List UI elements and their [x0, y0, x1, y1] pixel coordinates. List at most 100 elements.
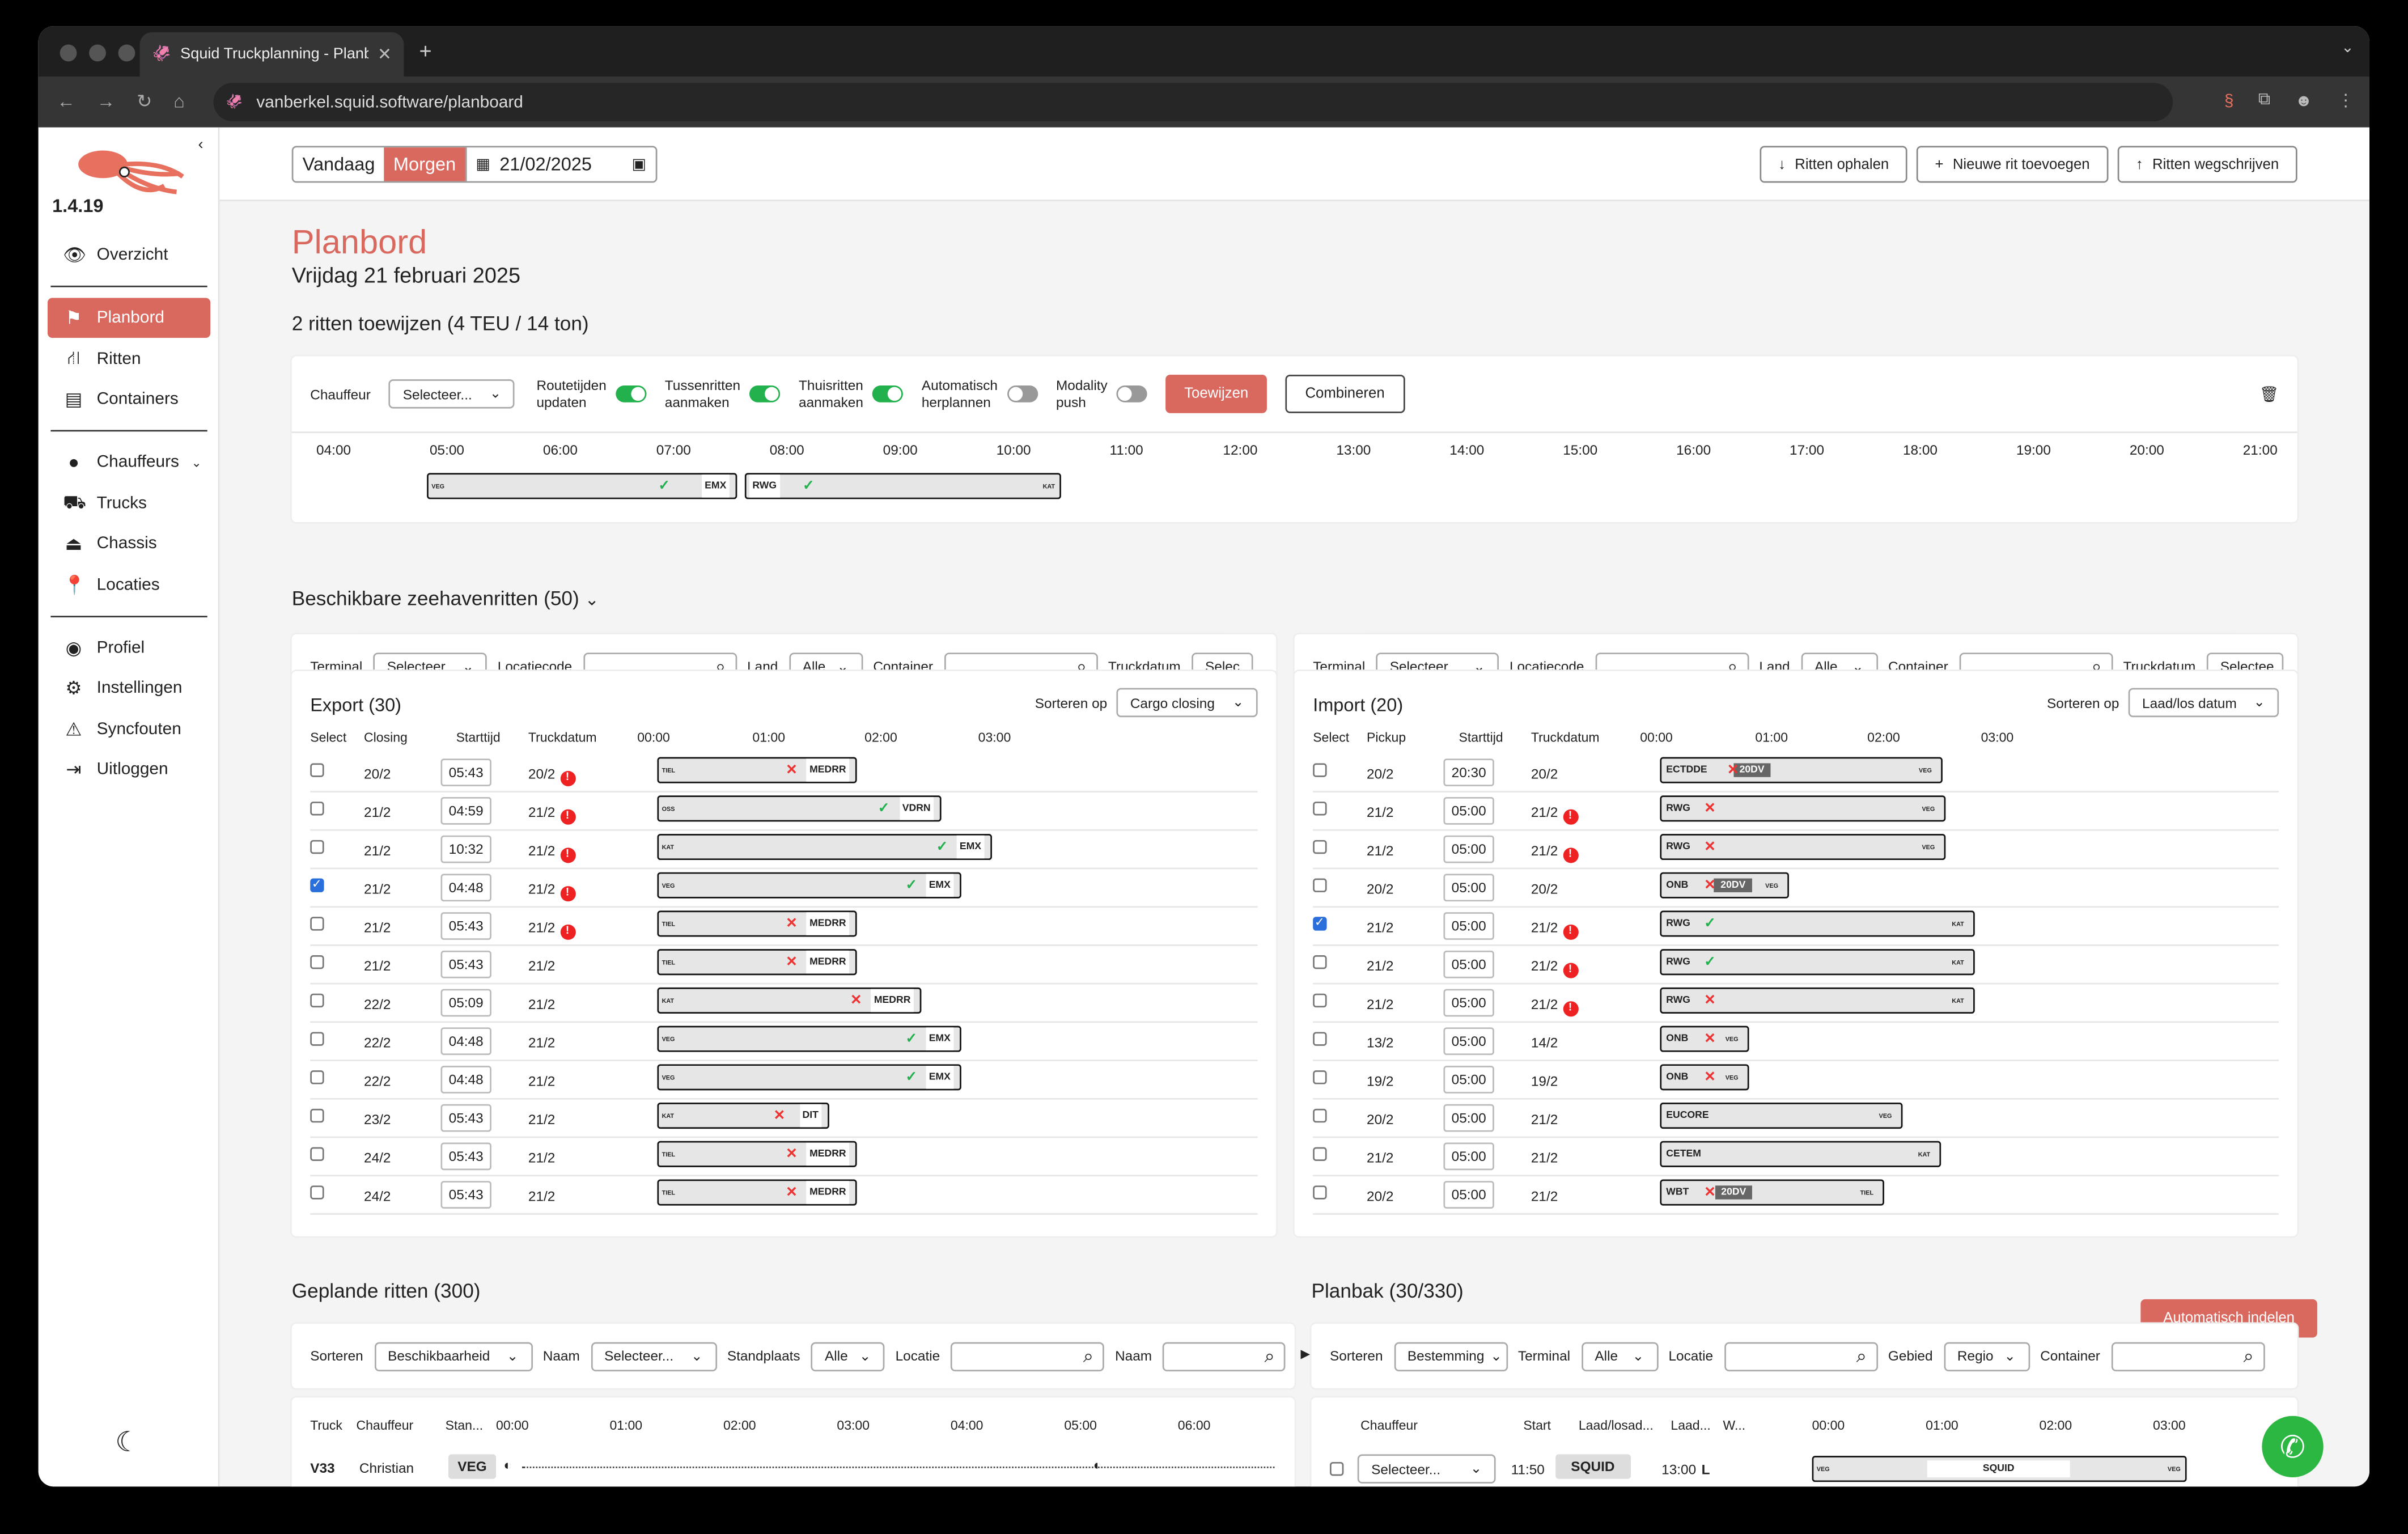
ride-bar[interactable]: OSS ✓ VDRN	[657, 795, 942, 822]
tomorrow-button[interactable]: Morgen	[384, 147, 465, 181]
ride-bar[interactable]: RWG ✕ KAT	[1660, 987, 1975, 1014]
planned-sort-select[interactable]: Beschikbaarheid ⌄	[374, 1341, 532, 1371]
timeline-ride-bar[interactable]: VEG ✓ EMX	[427, 473, 737, 499]
row-checkbox[interactable]	[310, 877, 324, 892]
sidebar-item-profiel[interactable]: ◉ Profiel	[48, 628, 210, 667]
start-time[interactable]: 05:00	[1443, 835, 1494, 863]
row-checkbox[interactable]	[1313, 1185, 1327, 1200]
planned-row[interactable]: V33 Christian VEG ◐ ◐	[310, 1453, 1275, 1484]
assign-button[interactable]: Toewijzen	[1165, 374, 1267, 413]
ride-bar[interactable]: ONB ✕ VEG	[1660, 1026, 1749, 1052]
start-time[interactable]: 05:00	[1443, 796, 1494, 825]
tab-close-icon[interactable]: ✕	[377, 46, 392, 65]
list-item[interactable]: 21/2 05:43 21/2 TIEL ✕ MEDRR	[310, 946, 1258, 985]
combine-button[interactable]: Combineren	[1285, 374, 1405, 413]
start-time[interactable]: 04:59	[440, 796, 491, 825]
row-checkbox[interactable]	[310, 763, 324, 777]
list-item[interactable]: 20/2 05:43 20/2! TIEL ✕ MEDRR	[310, 754, 1258, 793]
list-item[interactable]: 21/2 05:00 21/2! RWG ✓ KAT	[1313, 908, 2279, 946]
today-button[interactable]: Vandaag	[302, 153, 375, 175]
collapse-arrow-icon[interactable]: ▶	[1300, 1346, 1311, 1361]
list-item[interactable]: 23/2 05:43 21/2 KAT ✕ DIT	[310, 1100, 1258, 1138]
date-input[interactable]: ▦ 21/02/2025 ▣	[465, 147, 655, 181]
list-item[interactable]: 22/2 04:48 21/2 VEG ✓ EMX	[310, 1023, 1258, 1061]
ride-bar[interactable]: ONB ✕ VEG	[1660, 1064, 1749, 1091]
list-item[interactable]: 19/2 05:00 19/2 ONB ✕ VEG	[1313, 1061, 2279, 1100]
start-time[interactable]: 04:48	[440, 1066, 491, 1094]
ride-bar[interactable]: TIEL ✕ MEDRR	[657, 1141, 857, 1167]
ride-bar[interactable]: RWG ✓ KAT	[1660, 910, 1975, 937]
home-icon[interactable]: ⌂	[173, 90, 185, 112]
start-time[interactable]: 20:30	[1443, 758, 1494, 787]
toggle-switch[interactable]	[1007, 385, 1038, 402]
planbak-locatie-search-input[interactable]	[1724, 1341, 1877, 1371]
site-info-icon[interactable]: 🦑	[226, 94, 243, 109]
extension-squid-icon[interactable]: §	[2224, 91, 2234, 110]
fetch-rides-button[interactable]: ↓ Ritten ophalen	[1760, 146, 1907, 183]
list-item[interactable]: 13/2 05:00 14/2 ONB ✕ VEG	[1313, 1023, 2279, 1061]
start-time[interactable]: 05:43	[440, 912, 491, 940]
row-checkbox[interactable]	[1313, 1147, 1327, 1162]
ride-bar[interactable]: TIEL ✕ MEDRR	[657, 949, 857, 976]
row-checkbox[interactable]	[310, 1108, 324, 1123]
list-item[interactable]: 21/2 10:32 21/2! KAT ✓ EMX	[310, 831, 1258, 870]
list-item[interactable]: 21/2 05:00 21/2! RWG ✕ VEG	[1313, 831, 2279, 870]
start-time[interactable]: 05:43	[440, 1104, 491, 1132]
ride-bar[interactable]: WBT 20DV ✕ TIEL	[1660, 1179, 1884, 1206]
start-time[interactable]: 10:32	[440, 835, 491, 863]
planned-name-select[interactable]: Selecteer... ⌄	[590, 1341, 717, 1371]
export-sort-select[interactable]: Cargo closing ⌄	[1116, 688, 1258, 718]
list-item[interactable]: 20/2 20:30 20/2 ECTDDE 20DV ✕ VEG	[1313, 754, 2279, 793]
timeline-end-marker-icon[interactable]: ◐	[1093, 1457, 1102, 1473]
browser-tab[interactable]: 🦑 Squid Truckplanning - Planbord ✕	[139, 32, 404, 77]
timeline-ride-bar[interactable]: RWG ✓ KAT	[744, 473, 1061, 499]
planbak-row[interactable]: Selecteer... ⌄ 11:50 SQUID 13:00 L VEG SQ…	[1329, 1453, 2279, 1487]
start-time[interactable]: 05:43	[440, 1142, 491, 1171]
sidebar-item-containers[interactable]: ▤ Containers	[48, 379, 210, 419]
tab-menu-icon[interactable]: ⌄	[2341, 40, 2354, 57]
ride-bar[interactable]: VEG ✓ EMX	[657, 1026, 961, 1052]
start-time[interactable]: 05:00	[1443, 1104, 1494, 1132]
reload-icon[interactable]: ↻	[137, 90, 152, 112]
trash-icon[interactable]: 🗑	[2259, 387, 2279, 404]
sidebar-item-overzicht[interactable]: 👁 Overzicht	[48, 235, 210, 274]
planbak-chauffeur-select[interactable]: Selecteer... ⌄	[1357, 1454, 1496, 1484]
list-item[interactable]: 20/2 05:00 21/2 EUCORE VEG	[1313, 1100, 2279, 1138]
ride-bar[interactable]: KAT ✕ DIT	[657, 1103, 829, 1129]
start-time[interactable]: 05:43	[440, 950, 491, 978]
planbak-terminal-select[interactable]: Alle ⌄	[1581, 1341, 1658, 1371]
toggle-switch[interactable]	[616, 385, 647, 402]
ride-bar[interactable]: RWG ✕ VEG	[1660, 833, 1946, 861]
ride-bar[interactable]: KAT ✕ MEDRR	[657, 987, 922, 1014]
back-icon[interactable]: ←	[57, 90, 75, 112]
ride-bar[interactable]: TIEL ✕ MEDRR	[657, 757, 857, 783]
start-time[interactable]: 05:00	[1443, 912, 1494, 940]
whatsapp-icon[interactable]: ✆	[2262, 1416, 2324, 1478]
list-item[interactable]: 21/2 05:00 21/2 CETEM KAT	[1313, 1138, 2279, 1177]
row-checkbox[interactable]	[1313, 916, 1327, 931]
start-time[interactable]: 05:43	[440, 1181, 491, 1209]
row-checkbox[interactable]	[310, 1185, 324, 1200]
list-item[interactable]: 21/2 05:00 21/2! RWG ✕ KAT	[1313, 984, 2279, 1023]
row-checkbox[interactable]	[1313, 878, 1327, 892]
planbak-sort-select[interactable]: Bestemming ⌄	[1393, 1341, 1507, 1371]
sidebar-item-uitloggen[interactable]: ⇥ Uitloggen	[48, 749, 210, 789]
ride-bar[interactable]: VEG ✓ EMX	[657, 872, 961, 899]
timeline-start-marker-icon[interactable]: ◐	[503, 1457, 512, 1473]
toggle-route-times[interactable]: Routetijden updaten	[536, 377, 647, 411]
planned-standplaats-select[interactable]: Alle ⌄	[811, 1341, 885, 1371]
list-item[interactable]: 21/2 04:59 21/2! OSS ✓ VDRN	[310, 793, 1258, 831]
write-rides-button[interactable]: ↑ Ritten wegschrijven	[2117, 146, 2297, 183]
list-item[interactable]: 24/2 05:43 21/2 TIEL ✕ MEDRR	[310, 1176, 1258, 1215]
list-item[interactable]: 21/2 05:43 21/2! TIEL ✕ MEDRR	[310, 908, 1258, 946]
sidebar-item-planbord[interactable]: ⚑ Planbord	[47, 298, 211, 338]
sidebar-item-locaties[interactable]: 📍 Locaties	[48, 565, 210, 604]
start-time[interactable]: 04:48	[440, 1027, 491, 1056]
profile-avatar-icon[interactable]: ☻	[2295, 91, 2313, 110]
row-checkbox[interactable]	[310, 840, 324, 854]
row-checkbox[interactable]	[310, 917, 324, 931]
sidebar-item-trucks[interactable]: ⛟ Trucks	[48, 483, 210, 523]
ride-bar[interactable]: ONB 20DV ✕ VEG	[1660, 872, 1789, 899]
toggle-modality-push[interactable]: Modality push	[1056, 377, 1148, 411]
row-checkbox[interactable]	[1313, 1032, 1327, 1046]
